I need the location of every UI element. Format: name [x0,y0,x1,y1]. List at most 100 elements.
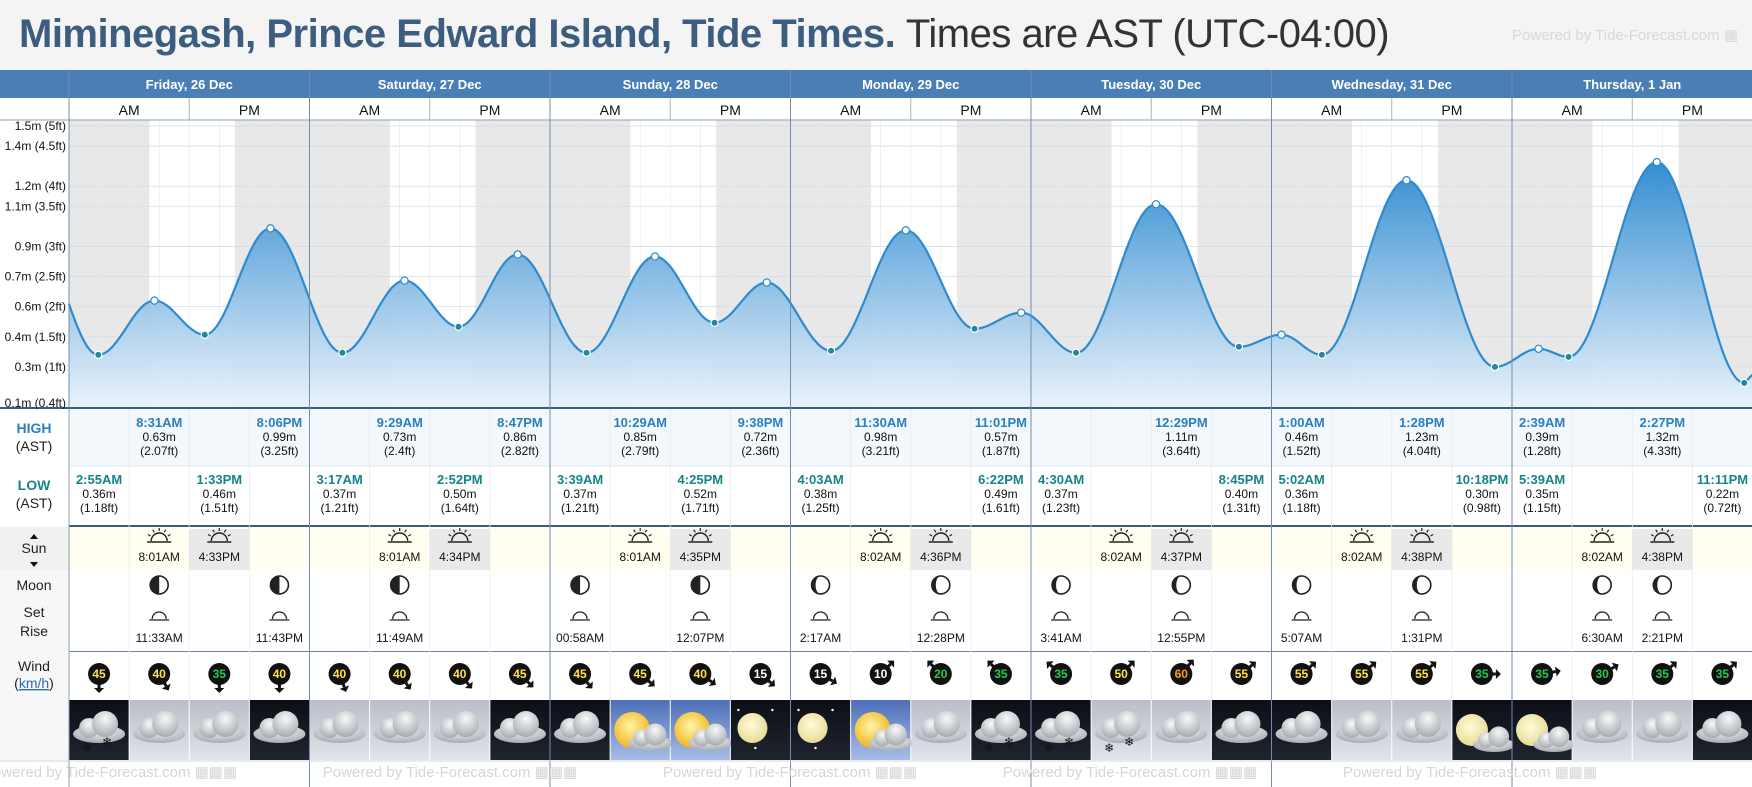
weather-icon-cloud-night [1692,700,1752,760]
weather-icon-cloud [1332,700,1392,760]
wind-disc [629,663,652,685]
wind-unit-link[interactable]: km/h [19,675,49,691]
tide-height-ft: (3.21ft) [862,444,900,458]
y-tick-label: 0.6m (2ft) [15,300,66,314]
tide-height-ft: (1.87ft) [982,444,1020,458]
day-label: Sunday, 28 Dec [623,77,718,92]
moon-shadow [1052,576,1062,594]
tide-height-m: 0.36m [1285,487,1318,501]
sun-arc [1172,532,1191,542]
cloud-part [1354,711,1381,737]
wind-indicator: 35 [1651,661,1677,685]
wind-arrowhead [161,683,171,691]
day-label: Thursday, 1 Jan [1583,77,1681,92]
sun-ray [648,533,652,537]
wind-disc [869,663,892,685]
snowflake-icon: ❄ [1104,741,1114,755]
low-tide-point [1071,348,1081,358]
moonrise-time: 12:28PM [917,631,965,645]
wind-arrowhead [1309,661,1317,669]
y-tick-label: 0.1m (0.4ft) [5,396,66,410]
sun-ray [468,533,472,537]
moon-phase-icon [1171,575,1192,595]
high-tide-time: 8:31AM [136,415,182,430]
sun-arc [1352,532,1371,542]
wind-indicator: 50 [1110,660,1135,685]
y-tick-label: 0.9m (3ft) [15,239,66,253]
sun-ray [223,529,227,533]
wind-indicator: 40 [689,663,716,687]
tide-height-ft: (1.61ft) [982,501,1020,515]
snowflake-icon: ❄ [82,741,92,755]
day-label: Tuesday, 30 Dec [1101,77,1201,92]
watermark-text: Powered by Tide-Forecast.com [1512,27,1720,44]
sunset-time: 4:33PM [199,550,240,564]
snowflake-icon: ❄ [1004,735,1014,749]
tide-height-m: 0.85m [624,430,657,444]
wind-indicator: 40 [388,663,412,690]
cloud-part [993,711,1020,737]
moon-arc [572,611,588,620]
wind-speed: 40 [333,667,347,681]
moonset-time: 3:41AM [1040,631,1081,645]
tide-height-ft: (0.98ft) [1463,501,1501,515]
high-tide-point [150,296,159,305]
cloud-part [1234,711,1261,737]
weather-icon-cloud [1392,700,1452,760]
moon-shadow [691,576,701,594]
moon-phase-icon [149,575,169,595]
tide-height-ft: (1.28ft) [1523,444,1561,458]
cloud-part [1715,711,1742,737]
weather-icon-sun-cloud [851,700,913,760]
title-location: Miminegash, Prince Edward Island, Tide T… [19,12,896,56]
pm-label: PM [1201,102,1222,118]
wind-speed: 30 [1596,667,1610,681]
tide-height-ft: (1.18ft) [80,501,118,515]
high-tide-point [762,278,771,287]
wind-indicator: 45 [629,663,655,687]
moon-arc [1173,611,1189,620]
weather-icon-snow: ❄ ❄ [1091,700,1151,760]
cloud-part [884,723,907,746]
weather-icon-sun-cloud [610,700,673,760]
moon-phase-icon [269,575,290,595]
tide-height-ft: (1.52ft) [1283,444,1321,458]
wind-arrowhead [1669,661,1677,669]
moonset-time: 2:17AM [800,631,841,645]
low-tide-point [1317,350,1327,360]
wind-disc [749,663,772,685]
pm-label: PM [479,102,500,118]
pm-label: PM [1682,102,1703,118]
wind-speed: 40 [453,667,467,681]
high-tide-time: 1:28PM [1399,415,1445,430]
y-tick-label: 0.3m (1ft) [15,360,66,374]
weather-icon-snow-night: ❄ ❄ [1031,700,1091,760]
sun-ray [1426,529,1429,533]
sun-ray [1185,529,1189,533]
moon-arc [1053,611,1069,620]
sunset-cell [429,529,490,570]
wind-arrowhead [526,680,534,688]
weather-icon-cloud [1572,700,1632,760]
wind-indicator: 35 [1711,661,1737,685]
tide-height-ft: (4.33ft) [1643,444,1681,458]
wind-speed: 55 [1295,667,1309,681]
wind-indicator: 40 [268,663,291,693]
moon-shadow [1593,576,1603,594]
moonrise-icon [1171,611,1192,621]
high-tide-point [1534,344,1543,353]
weather-icon-snow-night: ❄ ❄ [971,700,1031,760]
tide-chart: 1.5m (5ft) 1.4m (4.5ft) 1.2m (4ft) 1.1m (3.… [0,70,1752,787]
sun-ray [1125,529,1129,533]
sun-ray [1610,533,1614,537]
cloud-part [1294,711,1321,737]
wind-arrowhead [339,685,350,692]
weather-icon-moon-cloud [1512,700,1575,760]
tide-height-ft: (3.25ft) [260,444,298,458]
wind-disc [1050,663,1073,685]
moonset-time: 6:30AM [1582,631,1623,645]
tide-height-m: 0.22m [1706,487,1739,501]
tide-height-ft: (1.15ft) [1523,501,1561,515]
sun-ray [1595,529,1598,533]
tide-height-m: 0.37m [323,487,356,501]
